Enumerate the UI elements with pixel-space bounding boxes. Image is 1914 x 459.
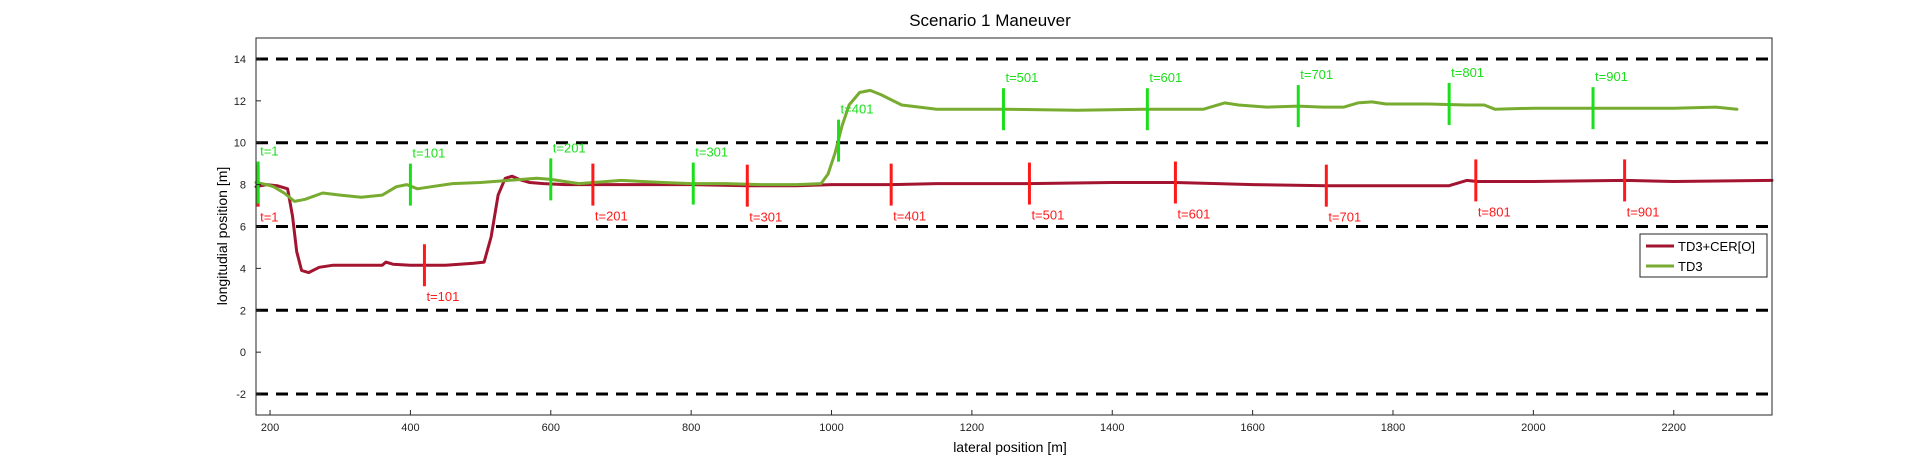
y-tick-label: 0	[240, 347, 246, 359]
x-tick-label: 400	[401, 422, 419, 434]
x-axis-label: lateral position [m]	[953, 439, 1067, 455]
timestamp-label: t=201	[553, 140, 586, 155]
x-tick-label: 800	[682, 422, 700, 434]
y-tick-label: 10	[234, 138, 246, 150]
chart-title: Scenario 1 Maneuver	[909, 11, 1071, 30]
x-tick-label: 1200	[960, 422, 984, 434]
timestamp-label: t=901	[1595, 69, 1628, 84]
timestamp-label: t=801	[1451, 65, 1484, 80]
y-tick-label: 12	[234, 96, 246, 108]
lane-lines	[256, 57, 1772, 396]
legend-label-td3-cer: TD3+CER[O]	[1678, 239, 1755, 254]
legend-label-td3: TD3	[1678, 259, 1703, 274]
timestamp-label: t=601	[1149, 70, 1182, 85]
series-layer	[254, 88, 1774, 275]
legend: TD3+CER[O] TD3	[1639, 233, 1768, 278]
timestamp-label: t=401	[841, 102, 874, 117]
timestamp-markers: t=1 t=101 t=201 t=301 t=401 t=501 t=601 t=701 t=…	[256, 65, 1660, 304]
timestamp-label: t=101	[426, 289, 459, 304]
timestamp-label: t=201	[595, 209, 628, 224]
series-line-td3-cer	[254, 174, 1774, 275]
x-tick-label: 1400	[1100, 422, 1124, 434]
timestamp-label: t=501	[1005, 70, 1038, 85]
x-tick-label: 1000	[819, 422, 843, 434]
y-tick-label: 14	[234, 54, 246, 66]
timestamp-label: t=1	[260, 210, 278, 225]
y-tick-label: 4	[240, 263, 246, 275]
x-tick-label: 1800	[1381, 422, 1405, 434]
timestamp-label: t=901	[1627, 204, 1660, 219]
timestamp-label: t=301	[749, 210, 782, 225]
y-tick-label: 8	[240, 180, 246, 192]
timestamp-label: t=1	[260, 144, 278, 159]
y-tick-label: 2	[240, 305, 246, 317]
y-tick-label: 6	[240, 222, 246, 234]
x-tick-label: 600	[542, 422, 560, 434]
y-tick-label: -2	[236, 389, 246, 401]
x-tick-label: 1600	[1240, 422, 1264, 434]
timestamp-label: t=501	[1031, 208, 1064, 223]
legend-box	[1639, 233, 1768, 278]
x-tick-label: 200	[261, 422, 279, 434]
timestamp-label: t=701	[1328, 210, 1361, 225]
y-axis-label: longitudial position [m]	[214, 167, 230, 306]
axis-ticks: 200 400 600 800 1000 1200 1400 1600 1800 2000 2200…	[234, 54, 1686, 434]
timestamp-label: t=401	[893, 209, 926, 224]
timestamp-label: t=801	[1478, 204, 1511, 219]
timestamp-label: t=101	[412, 146, 445, 161]
timestamp-label: t=601	[1177, 207, 1210, 222]
x-tick-label: 2000	[1521, 422, 1545, 434]
timestamp-label: t=301	[695, 145, 728, 160]
timestamp-label: t=701	[1300, 67, 1333, 82]
x-tick-label: 2200	[1661, 422, 1685, 434]
